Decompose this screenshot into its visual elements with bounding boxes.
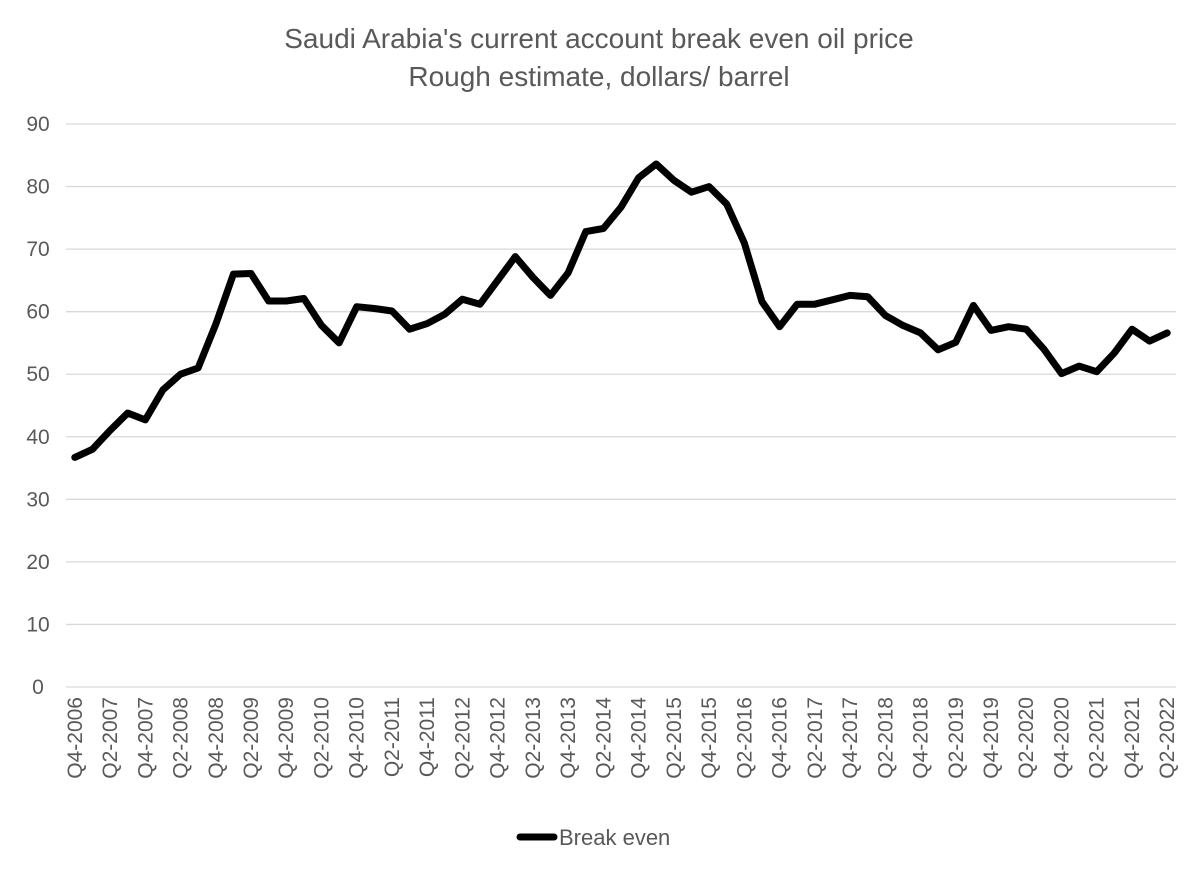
x-tick-label-q2-2012: Q2-2012: [451, 697, 474, 779]
y-tick-label-90: 90: [26, 113, 49, 136]
y-tick-label-80: 80: [26, 176, 49, 199]
x-tick-label-q2-2020: Q2-2020: [1015, 697, 1038, 779]
series-line-break-even: [71, 160, 1171, 461]
legend-label-break-even: Break even: [559, 825, 670, 850]
y-axis-tick-labels: 0 10 20 30 40 50 60 70 80 90: [26, 113, 49, 699]
x-tick-label-q4-2006: Q4-2006: [64, 697, 87, 779]
y-tick-label-40: 40: [26, 426, 49, 449]
x-tick-label-q4-2018: Q4-2018: [910, 697, 933, 779]
y-tick-label-60: 60: [26, 301, 49, 324]
x-tick-label-q2-2010: Q2-2010: [310, 697, 333, 779]
x-tick-label-q2-2015: Q2-2015: [663, 697, 686, 779]
x-tick-label-q4-2013: Q4-2013: [557, 697, 580, 779]
gridlines: [66, 123, 1176, 688]
x-tick-label-q4-2017: Q4-2017: [839, 697, 862, 779]
x-tick-label-q2-2018: Q2-2018: [874, 697, 897, 779]
x-tick-label-q2-2013: Q2-2013: [522, 697, 545, 779]
x-tick-label-q4-2012: Q4-2012: [487, 697, 510, 779]
x-tick-label-q2-2014: Q2-2014: [592, 697, 615, 779]
x-tick-label-q2-2022: Q2-2022: [1156, 697, 1179, 779]
x-tick-label-q4-2009: Q4-2009: [275, 697, 298, 779]
x-tick-label-q4-2019: Q4-2019: [980, 697, 1003, 779]
x-tick-label-q4-2010: Q4-2010: [346, 697, 369, 779]
y-tick-label-0: 0: [32, 676, 44, 699]
chart-subtitle: Rough estimate, dollars/ barrel: [408, 61, 789, 92]
x-tick-label-q2-2017: Q2-2017: [804, 697, 827, 779]
x-tick-label-q4-2007: Q4-2007: [134, 697, 157, 779]
y-tick-label-10: 10: [26, 613, 49, 636]
x-tick-label-q4-2020: Q4-2020: [1050, 697, 1073, 779]
y-tick-label-20: 20: [26, 551, 49, 574]
series-group: [71, 160, 1171, 461]
x-tick-label-q2-2021: Q2-2021: [1086, 697, 1109, 779]
y-tick-label-30: 30: [26, 488, 49, 511]
x-tick-label-q2-2009: Q2-2009: [240, 697, 263, 779]
x-tick-label-q2-2008: Q2-2008: [170, 697, 193, 779]
y-tick-label-70: 70: [26, 238, 49, 261]
x-tick-label-q2-2019: Q2-2019: [945, 697, 968, 779]
x-tick-label-q2-2007: Q2-2007: [99, 697, 122, 779]
y-tick-label-50: 50: [26, 363, 49, 386]
legend: Break even: [516, 825, 670, 850]
x-tick-label-q2-2016: Q2-2016: [733, 697, 756, 779]
x-tick-label-q4-2014: Q4-2014: [628, 697, 651, 779]
x-tick-label-q4-2016: Q4-2016: [769, 697, 792, 779]
x-tick-label-q4-2021: Q4-2021: [1121, 697, 1144, 779]
chart-title: Saudi Arabia's current account break eve…: [284, 23, 913, 54]
x-tick-label-q4-2008: Q4-2008: [205, 697, 228, 779]
x-axis-tick-labels: Q4-2006 Q2-2007 Q4-2007 Q2-2008 Q4-2008 Q2-20…: [64, 697, 1179, 779]
x-tick-label-q4-2011: Q4-2011: [416, 697, 439, 777]
x-tick-label-q4-2015: Q4-2015: [698, 697, 721, 779]
x-tick-label-q2-2011: Q2-2011: [381, 697, 404, 777]
